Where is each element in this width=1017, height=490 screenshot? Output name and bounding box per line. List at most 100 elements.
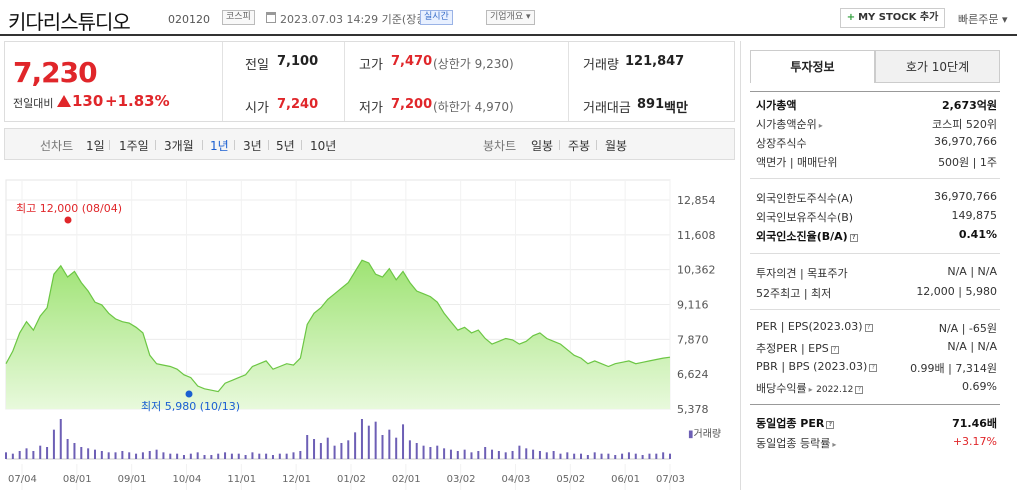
stock-code: 020120 bbox=[168, 13, 210, 26]
company-name: 키다리스튜디오 bbox=[8, 10, 131, 34]
div-label: 배당수익률 bbox=[756, 382, 807, 395]
candle-daily[interactable]: 일봉 bbox=[531, 139, 554, 153]
volume-bar bbox=[11, 453, 14, 459]
sector-rate-value: +3.17% bbox=[952, 435, 997, 448]
cap-rank-label: 시가총액순위 bbox=[756, 118, 817, 131]
sector-per-link[interactable]: 동일업종 PER? bbox=[756, 415, 835, 431]
chevron-right-icon: ▸ bbox=[818, 121, 823, 130]
volume-bar bbox=[395, 437, 398, 459]
volume-bar bbox=[87, 448, 90, 459]
volume-bar bbox=[532, 449, 535, 459]
side-panel: 투자정보 호가 10단계 시가총액 2,673억원 시가총액순위 ▸ 코스피 520위… bbox=[740, 41, 1014, 490]
x-tick-label: 04/03 bbox=[502, 474, 531, 485]
tab-hoga-10[interactable]: 호가 10단계 bbox=[875, 50, 1000, 83]
volume-bar bbox=[518, 445, 521, 459]
volume-bar bbox=[39, 445, 42, 459]
date-text: 2023.07.03 14:29 기준(장중) bbox=[280, 13, 431, 26]
volume-bar bbox=[538, 451, 541, 459]
low-marker bbox=[185, 390, 193, 398]
volume-bar bbox=[559, 453, 562, 459]
tab-invest-info[interactable]: 투자정보 bbox=[750, 50, 875, 83]
div-year: 2022.12 bbox=[816, 385, 854, 395]
candle-weekly[interactable]: 주봉 bbox=[568, 139, 591, 153]
period-10y[interactable]: 10년 bbox=[310, 139, 337, 153]
mystock-add-label: MY STOCK 추가 bbox=[858, 12, 939, 23]
help-icon[interactable]: ? bbox=[855, 386, 864, 394]
volume-bar bbox=[189, 453, 192, 459]
info-row: 추정PER | EPS? N/A | N/A bbox=[750, 340, 1000, 358]
company-overview-dropdown[interactable]: 기업개요 ▾ bbox=[486, 10, 535, 25]
divider bbox=[344, 42, 345, 121]
sector-rate-link[interactable]: 동일업종 등락률 ▸ bbox=[756, 435, 836, 451]
volume-bar bbox=[135, 453, 138, 459]
quick-order-button[interactable]: 빠른주문 ▾ bbox=[958, 11, 1008, 27]
volume-bar bbox=[313, 439, 316, 459]
period-3y[interactable]: 3년 bbox=[243, 139, 262, 153]
cap-rank-link[interactable]: 시가총액순위 ▸ bbox=[756, 116, 823, 132]
separator bbox=[155, 140, 156, 150]
sector-per-value: 71.46배 bbox=[952, 417, 997, 430]
volume-bar bbox=[566, 452, 569, 459]
volume-bar bbox=[641, 455, 644, 459]
foreign-limit-label: 외국인한도주식수(A) bbox=[756, 192, 854, 205]
x-tick-label: 08/01 bbox=[63, 474, 92, 485]
open-label: 시가 bbox=[245, 101, 269, 116]
chevron-right-icon: ▸ bbox=[808, 385, 813, 394]
price-line bbox=[5, 259, 671, 393]
volume-bar bbox=[422, 445, 425, 459]
foreign-hold-label: 외국인보유주식수(B) bbox=[756, 211, 854, 224]
div-value: 0.69% bbox=[962, 380, 997, 393]
volume-bar bbox=[107, 452, 110, 459]
volume-bar bbox=[59, 419, 62, 459]
volume-bar bbox=[463, 449, 466, 459]
y-tick-label: 12,854 bbox=[677, 194, 716, 207]
high-marker bbox=[64, 216, 72, 224]
x-tick-label: 01/02 bbox=[337, 474, 366, 485]
separator bbox=[596, 140, 597, 150]
help-icon[interactable]: ? bbox=[864, 324, 873, 332]
volume-bar bbox=[491, 449, 494, 459]
chevron-down-icon: ▾ bbox=[998, 13, 1008, 26]
volume-bar bbox=[580, 453, 583, 459]
info-row: PBR | BPS (2023.03)? 0.99배 | 7,314원 bbox=[750, 360, 1000, 378]
volume-bar bbox=[367, 425, 370, 459]
chevron-right-icon: ▸ bbox=[832, 440, 837, 449]
realtime-badge[interactable]: 실시간 bbox=[420, 10, 453, 25]
volume-bar bbox=[230, 453, 233, 459]
amount-value: 891 bbox=[637, 97, 665, 112]
volume-bar bbox=[196, 452, 199, 459]
volume-bar bbox=[176, 453, 179, 459]
volume-bar bbox=[586, 455, 589, 459]
candle-monthly[interactable]: 월봉 bbox=[605, 139, 628, 153]
sector-per-label: 동일업종 PER bbox=[756, 417, 825, 430]
y-tick-label: 9,116 bbox=[677, 299, 709, 312]
period-1w[interactable]: 1주일 bbox=[119, 139, 149, 153]
period-1y[interactable]: 1년 bbox=[210, 139, 229, 153]
period-1d[interactable]: 1일 bbox=[86, 139, 105, 153]
price-chart[interactable]: 12,854 11,608 10,362 9,116 7,870 6,624 5,378 07… bbox=[0, 160, 735, 490]
current-price: 7,230 bbox=[13, 56, 98, 89]
separator bbox=[202, 140, 203, 150]
help-icon[interactable]: ? bbox=[849, 234, 858, 242]
volume-bar bbox=[388, 429, 391, 459]
open-value: 7,240 bbox=[277, 97, 319, 112]
volume-bar bbox=[66, 439, 69, 459]
company-overview-label: 기업개요 bbox=[490, 12, 524, 22]
volume-bar bbox=[593, 452, 596, 459]
amount-unit: 백만 bbox=[664, 101, 688, 116]
foreign-ratio-label: 외국인소진율(B/A) bbox=[756, 230, 848, 243]
period-3m[interactable]: 3개월 bbox=[164, 139, 194, 153]
x-tick-label: 10/04 bbox=[173, 474, 202, 485]
group-divider bbox=[750, 404, 1000, 405]
info-row: 동일업종 등락률 ▸ +3.17% bbox=[750, 435, 1000, 453]
est-per-value: N/A | N/A bbox=[947, 340, 997, 353]
x-tick-label: 12/01 bbox=[282, 474, 311, 485]
period-5y[interactable]: 5년 bbox=[276, 139, 295, 153]
volume-bar bbox=[477, 451, 480, 459]
mystock-add-button[interactable]: + MY STOCK 추가 bbox=[840, 8, 945, 28]
y-tick-label: 7,870 bbox=[677, 333, 709, 346]
per-label: PER | EPS(2023.03) bbox=[756, 320, 863, 333]
help-icon[interactable]: ? bbox=[830, 346, 839, 354]
help-icon[interactable]: ? bbox=[869, 364, 878, 372]
par-label: 액면가 | 매매단위 bbox=[756, 156, 838, 169]
